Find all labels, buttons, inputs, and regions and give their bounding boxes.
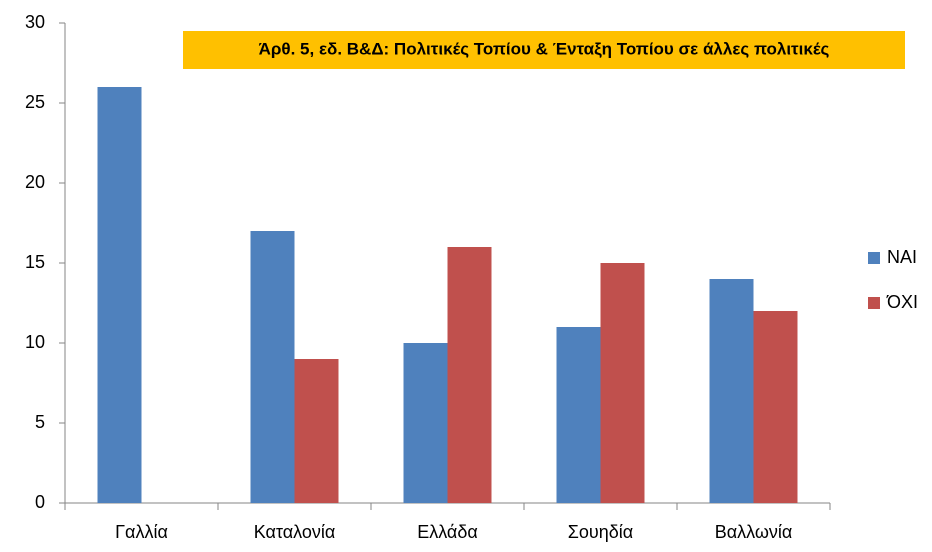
bar bbox=[294, 359, 339, 503]
y-tick-label: 30 bbox=[25, 12, 45, 32]
y-tick-label: 25 bbox=[25, 92, 45, 112]
bar bbox=[447, 247, 492, 503]
x-tick-label: Καταλονία bbox=[254, 522, 336, 542]
y-tick-label: 15 bbox=[25, 252, 45, 272]
bar bbox=[97, 87, 142, 503]
bar bbox=[600, 263, 645, 503]
title-box bbox=[183, 31, 905, 69]
x-tick-label: Βαλλωνία bbox=[715, 522, 793, 542]
y-tick-label: 0 bbox=[35, 492, 45, 512]
bar bbox=[753, 311, 798, 503]
legend-label: ΌΧΙ bbox=[886, 292, 918, 312]
y-tick-label: 5 bbox=[35, 412, 45, 432]
bar bbox=[556, 327, 601, 503]
y-tick-label: 20 bbox=[25, 172, 45, 192]
legend-label: ΝΑΙ bbox=[887, 247, 917, 267]
bar bbox=[709, 279, 754, 503]
x-tick-label: Σουηδία bbox=[568, 522, 633, 542]
chart-title: Άρθ. 5, εδ. Β&Δ: Πολιτικές Τοπίου & Έντα… bbox=[259, 39, 830, 58]
y-tick-label: 10 bbox=[25, 332, 45, 352]
legend-swatch bbox=[868, 297, 880, 309]
x-tick-label: Ελλάδα bbox=[417, 522, 478, 542]
bar bbox=[403, 343, 448, 503]
x-tick-label: Γαλλία bbox=[115, 522, 168, 542]
legend-swatch bbox=[868, 252, 880, 264]
bar bbox=[250, 231, 295, 503]
